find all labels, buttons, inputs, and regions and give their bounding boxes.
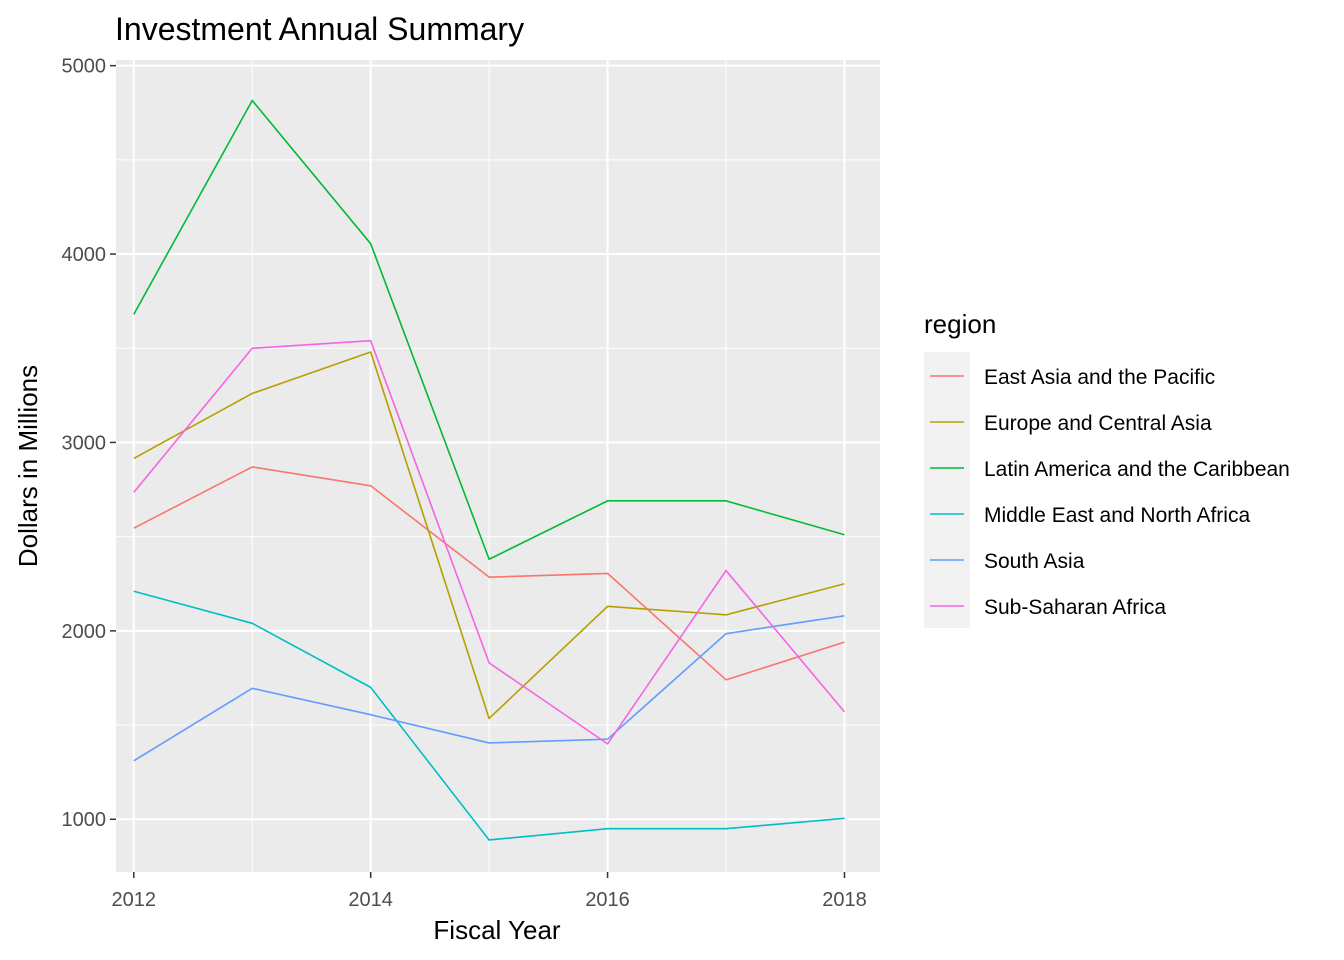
legend-label: Middle East and North Africa: [984, 504, 1250, 527]
x-axis-title: Fiscal Year: [433, 915, 561, 945]
major-gridlines: [116, 60, 880, 872]
plot-panel: [116, 60, 880, 872]
x-axis: 2012 2014 2016 2018: [112, 872, 867, 911]
x-tick-label: 2012: [112, 889, 157, 911]
series-lines: [133, 99, 846, 841]
x-tick-label: 2014: [348, 889, 393, 911]
chart-title: Investment Annual Summary: [115, 11, 524, 47]
legend-label: Europe and Central Asia: [984, 412, 1212, 435]
series-line-6: [133, 339, 846, 745]
x-tick-label: 2018: [822, 889, 867, 911]
series-line-2: [133, 351, 845, 720]
series-line-1: [133, 466, 845, 681]
y-tick-label: 3000: [62, 432, 107, 454]
y-tick-label: 2000: [62, 621, 107, 643]
minor-gridlines: [116, 60, 880, 872]
y-tick-label: 4000: [62, 244, 107, 266]
legend-key-background: [924, 352, 970, 628]
legend-title: region: [924, 309, 996, 339]
series-line-5: [133, 614, 845, 762]
y-axis: 1000 2000 3000 4000 5000: [62, 56, 116, 831]
x-tick-label: 2016: [585, 889, 630, 911]
y-axis-title: Dollars in Millions: [13, 365, 43, 567]
legend-label: South Asia: [984, 550, 1085, 573]
legend-label: East Asia and the Pacific: [984, 366, 1215, 389]
series-line-4: [133, 590, 845, 841]
y-tick-label: 1000: [62, 809, 107, 831]
legend-label: Latin America and the Caribbean: [984, 458, 1290, 481]
legend-label: Sub-Saharan Africa: [984, 596, 1166, 619]
y-tick-label: 5000: [62, 56, 107, 78]
legend: region East Asia and the Pacific Europe a…: [924, 309, 1290, 628]
series-line-3: [133, 99, 845, 561]
